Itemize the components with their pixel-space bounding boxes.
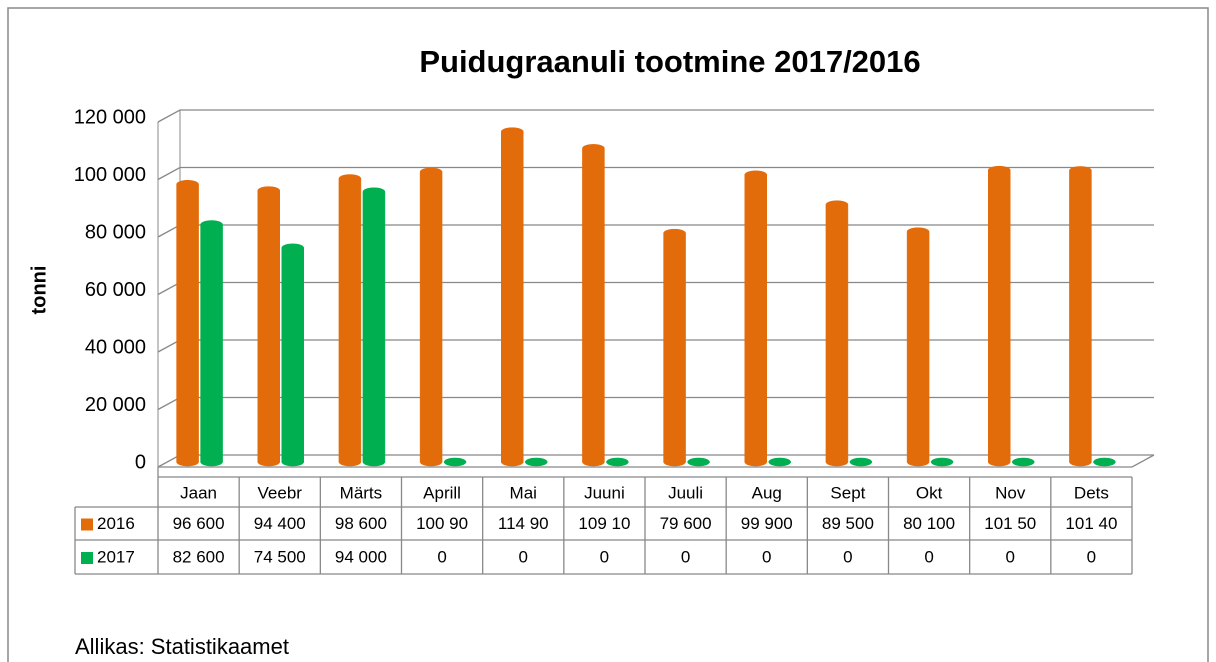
table-value: 94 000 xyxy=(335,547,387,566)
table-value: 0 xyxy=(1006,547,1015,566)
bar xyxy=(257,186,280,467)
table-value: 114 90 xyxy=(498,514,549,533)
bar-top xyxy=(1012,458,1035,466)
chart-title: Puidugraanuli tootmine 2017/2016 xyxy=(419,44,920,79)
bar xyxy=(582,144,605,467)
floor xyxy=(158,454,1155,468)
x-tick-label: Aprill xyxy=(423,483,461,502)
table-value: 109 10 xyxy=(578,514,630,533)
table-value: 79 600 xyxy=(660,514,712,533)
legend-label: 2017 xyxy=(97,547,135,566)
table-value: 101 40 xyxy=(1065,514,1117,533)
grid-line xyxy=(157,109,1154,123)
table-value: 0 xyxy=(924,547,933,566)
legend-swatch xyxy=(81,552,93,564)
bar-top xyxy=(582,144,605,153)
x-tick-label: Dets xyxy=(1074,483,1109,502)
bar xyxy=(825,200,849,467)
bar-top xyxy=(444,458,467,466)
x-tick-label: Märts xyxy=(340,483,383,502)
bar-top xyxy=(907,227,930,236)
y-tick-label: 40 000 xyxy=(85,336,146,358)
bar-top xyxy=(606,458,629,466)
y-tick-label: 80 000 xyxy=(85,221,146,243)
table-value: 0 xyxy=(600,547,609,566)
table-value: 89 500 xyxy=(822,514,874,533)
x-tick-label: Aug xyxy=(752,483,782,502)
table-value: 74 500 xyxy=(254,547,306,566)
bar-top xyxy=(200,220,223,229)
bar-top xyxy=(176,180,199,189)
x-tick-label: Juuli xyxy=(668,483,703,502)
y-tick-label: 120 000 xyxy=(74,106,146,128)
bar-top xyxy=(1093,458,1116,466)
x-tick-label: Okt xyxy=(916,483,943,502)
bar-top xyxy=(281,243,304,252)
bar-top xyxy=(525,458,548,466)
bar xyxy=(988,165,1011,467)
bar-top xyxy=(257,186,280,195)
table-value: 82 600 xyxy=(173,547,225,566)
table-value: 99 900 xyxy=(741,514,793,533)
table-value: 80 100 xyxy=(903,514,955,533)
x-tick-label: Juuni xyxy=(584,483,625,502)
legend-swatch xyxy=(81,518,93,531)
table-value: 0 xyxy=(762,547,771,566)
bar-top xyxy=(1069,166,1092,175)
bar xyxy=(419,167,443,467)
bar xyxy=(501,127,524,467)
table-value: 0 xyxy=(437,547,446,566)
bar-top xyxy=(420,167,443,176)
bar-top xyxy=(768,458,791,466)
bar xyxy=(362,187,386,467)
table-value: 0 xyxy=(1087,547,1096,566)
legend-label: 2016 xyxy=(97,514,135,533)
bar-top xyxy=(687,458,710,466)
table-value: 0 xyxy=(519,547,528,566)
bar xyxy=(176,180,199,467)
y-tick-label: 100 000 xyxy=(74,164,146,186)
bar xyxy=(1069,166,1092,467)
source-note: Allikas: Statistikaamet xyxy=(75,634,289,659)
table-value: 0 xyxy=(681,547,690,566)
bar-top xyxy=(988,166,1011,175)
bar xyxy=(200,220,223,467)
x-tick-label: Sept xyxy=(830,483,865,502)
y-tick-label: 0 xyxy=(135,451,146,473)
bar-top xyxy=(362,187,385,196)
table-value: 94 400 xyxy=(254,514,306,533)
bar xyxy=(338,174,362,467)
x-tick-label: Jaan xyxy=(180,483,217,502)
bar-top xyxy=(663,229,686,238)
table-value: 96 600 xyxy=(173,514,225,533)
bar-top xyxy=(825,200,848,209)
x-tick-label: Veebr xyxy=(258,483,303,502)
table-value: 101 50 xyxy=(984,514,1036,533)
bar-top xyxy=(931,458,954,466)
y-axis-label: tonni xyxy=(28,266,50,315)
grid-line xyxy=(157,166,1154,181)
y-tick-label: 20 000 xyxy=(85,394,146,416)
bar-top xyxy=(501,127,524,136)
bar xyxy=(906,227,930,467)
bar xyxy=(663,228,686,467)
bar-top xyxy=(849,458,872,466)
bar xyxy=(744,170,767,467)
table-value: 100 90 xyxy=(416,514,468,533)
y-tick-label: 60 000 xyxy=(85,279,146,301)
x-tick-label: Mai xyxy=(510,483,537,502)
bar-top xyxy=(744,170,767,179)
table-value: 0 xyxy=(843,547,852,566)
bar xyxy=(281,243,304,467)
bar-top xyxy=(338,174,361,183)
x-tick-label: Nov xyxy=(995,483,1026,502)
table-value: 98 600 xyxy=(335,514,387,533)
